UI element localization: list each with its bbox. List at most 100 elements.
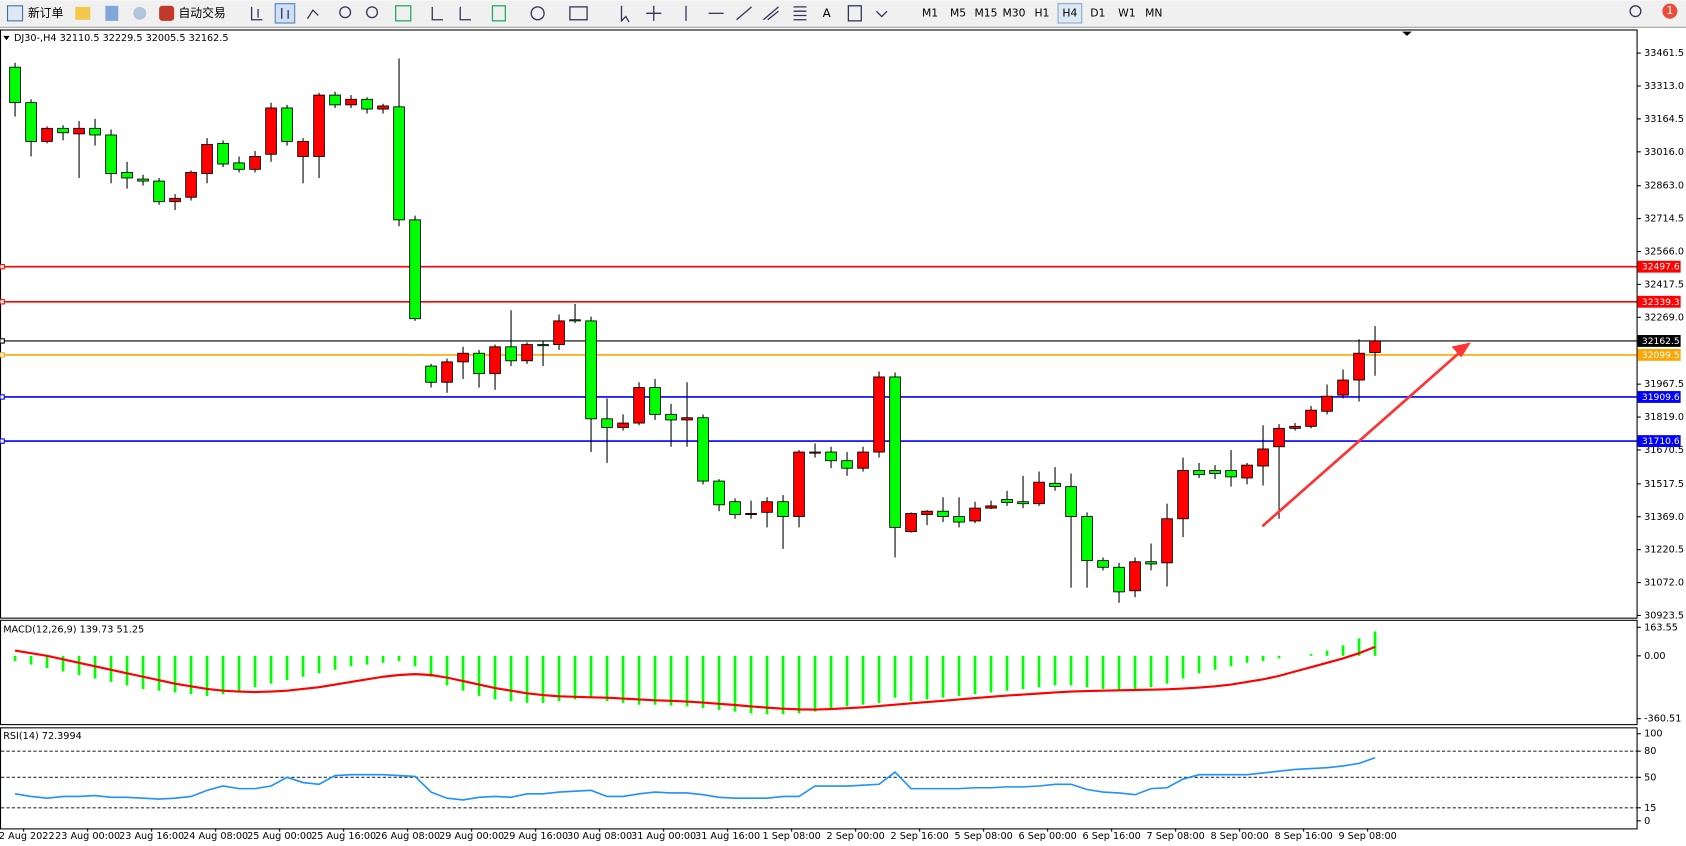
period-icon[interactable] (530, 6, 545, 21)
rsi-y-tick-label: 80 (1644, 746, 1656, 757)
candle-body (1177, 470, 1189, 520)
y-tick-label: 32863.0 (1644, 181, 1684, 192)
candle-body (681, 417, 693, 421)
shapes-tool[interactable] (875, 10, 888, 18)
x-tick-label: 22 Aug 2022 (0, 831, 55, 842)
main-panel (0, 29, 1638, 619)
y-tick-label: 31819.0 (1644, 412, 1684, 423)
candle-body (457, 352, 469, 363)
auto-trade-icon[interactable] (159, 5, 175, 21)
candle-body (153, 180, 165, 203)
timeframe-button[interactable]: H1 (1034, 6, 1049, 19)
zoom-out[interactable] (366, 6, 379, 19)
candle-body (649, 387, 661, 415)
icon[interactable] (133, 6, 147, 20)
candle-body (857, 451, 869, 469)
candle-body (1337, 379, 1349, 396)
icon[interactable] (75, 6, 91, 20)
candle-body (1065, 486, 1077, 517)
search-icon[interactable] (1629, 5, 1642, 18)
candle-icon[interactable] (281, 7, 289, 19)
level-label: 32099.5 (1642, 351, 1680, 361)
candle-body (89, 127, 101, 136)
timeframe-button[interactable]: MN (1145, 6, 1162, 19)
candle-body (697, 417, 709, 482)
candle-body (265, 107, 277, 155)
level-label: 32162.5 (1642, 337, 1680, 347)
candle-body (185, 172, 197, 198)
candle-body (777, 501, 789, 517)
candle-body (1113, 566, 1125, 593)
zoom-in[interactable] (339, 6, 352, 19)
macd-y-tick-label: 0.00 (1644, 651, 1666, 662)
x-tick-label: 26 Aug 08:00 (375, 831, 440, 842)
timeframe-button[interactable]: M15 (975, 6, 998, 19)
candle-body (937, 510, 949, 517)
candle-body (25, 102, 37, 142)
arrow-line (1261, 351, 1462, 528)
y-tick-label: 32269.0 (1644, 312, 1684, 323)
candle-body (1305, 409, 1317, 427)
tile-icon[interactable] (395, 5, 412, 22)
notification-count[interactable]: 1 (1666, 4, 1673, 17)
candle-body (953, 516, 965, 523)
candle-body (409, 219, 421, 320)
timeframe-button[interactable]: H4 (1062, 6, 1077, 19)
candle-icon-active[interactable] (274, 3, 296, 24)
candle-body (233, 162, 245, 170)
level-label: 31710.6 (1642, 437, 1680, 447)
indicators-icon[interactable] (491, 5, 507, 22)
bar-chart-icon[interactable] (250, 6, 263, 21)
text-tool[interactable]: A (823, 6, 831, 20)
auto-trade-button[interactable]: 自动交易 (178, 6, 225, 20)
level-marker (0, 352, 5, 358)
candle-body (713, 480, 725, 506)
candle-body (121, 172, 133, 179)
candle-body (1097, 560, 1109, 568)
timeframe-button[interactable]: W1 (1118, 6, 1135, 19)
icon[interactable] (105, 5, 119, 21)
x-tick-label: 6 Sep 16:00 (1082, 831, 1140, 842)
y-tick-label: 33016.0 (1644, 147, 1684, 158)
timeframe-button[interactable]: M30 (1002, 6, 1025, 19)
timeframe-button[interactable]: D1 (1090, 6, 1105, 19)
candle-body (1209, 470, 1221, 474)
cursor-tool[interactable] (620, 5, 630, 23)
candle-body (1145, 561, 1157, 565)
crosshair-tool[interactable] (646, 5, 662, 21)
candle-body (105, 134, 117, 174)
candle-body (761, 501, 773, 513)
x-tick-label: 5 Sep 08:00 (954, 831, 1012, 842)
level-label: 32497.6 (1642, 263, 1680, 273)
y-tick-label: 32566.0 (1644, 247, 1684, 258)
rsi-line (14, 757, 1376, 801)
x-tick-label: 2 Sep 00:00 (826, 831, 884, 842)
new-order-button[interactable]: 新订单 (28, 6, 64, 20)
label-tool[interactable] (847, 5, 862, 22)
new-order-icon[interactable] (6, 5, 24, 22)
candle-body (249, 156, 261, 170)
notification-badge[interactable] (1662, 3, 1678, 19)
channel-tool[interactable] (763, 6, 779, 21)
y-tick-label: 31517.5 (1644, 479, 1684, 490)
toolbar-group: 新订单 自动交易 (6, 3, 1678, 24)
timeframe-button[interactable]: M5 (950, 6, 966, 19)
autoscroll-icon[interactable] (431, 6, 444, 21)
candle-body (841, 460, 853, 469)
shift-icon[interactable] (459, 6, 471, 21)
timeframe-button[interactable]: M1 (922, 6, 938, 19)
candle-body (1129, 561, 1141, 592)
fibo-tool[interactable] (793, 6, 807, 21)
candle-body (9, 66, 21, 104)
candle-body (889, 376, 901, 528)
template-icon[interactable] (569, 6, 588, 21)
line-icon[interactable] (306, 9, 319, 20)
level-label-bg (1637, 335, 1681, 347)
rsi-y-tick-label: 50 (1644, 772, 1656, 783)
rsi-panel (0, 727, 1638, 830)
x-tick-label: 1 Sep 08:00 (762, 831, 820, 842)
x-tick-label: 30 Aug 08:00 (567, 831, 632, 842)
trendline-tool[interactable] (736, 6, 753, 21)
level-label: 32339.3 (1642, 298, 1680, 308)
macd-label: MACD(12,26,9) 139.73 51.25 (3, 624, 144, 635)
